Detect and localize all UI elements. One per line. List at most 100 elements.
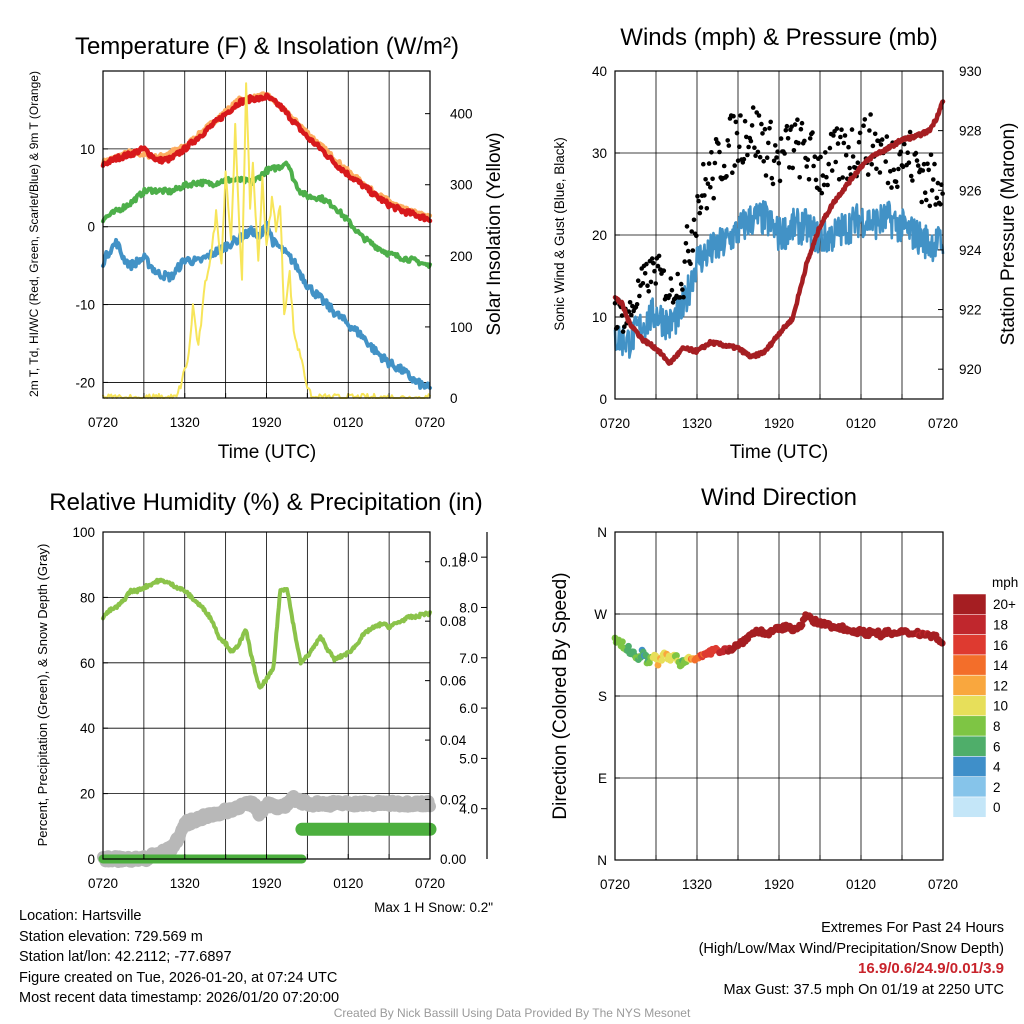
gust-point — [741, 156, 747, 162]
snow-depth-line — [97, 790, 436, 868]
gust-point — [872, 131, 878, 137]
y-tick-label: 10 — [592, 310, 607, 325]
gust-point — [934, 195, 940, 201]
gust-point — [865, 172, 871, 177]
gust-point — [734, 130, 740, 136]
y-tick-label: -10 — [75, 298, 95, 313]
gust-point — [840, 175, 845, 180]
station-location: Location: Hartsville — [19, 908, 142, 924]
gust-point — [908, 173, 914, 179]
gust-point — [905, 150, 910, 155]
y-tick-label: 40 — [80, 721, 95, 736]
gust-point — [900, 164, 906, 170]
x-tick-label: 1320 — [170, 415, 200, 430]
wind-direction-point — [625, 642, 632, 650]
temperature-x-label: Time (UTC) — [218, 442, 317, 463]
gust-point — [857, 130, 863, 136]
gust-point — [646, 289, 651, 294]
gust-point — [825, 182, 830, 188]
gust-point — [735, 158, 741, 163]
gust-point — [748, 138, 754, 144]
pressure-y-label: Station Pressure (Maroon) — [998, 123, 1019, 346]
gust-point — [777, 178, 783, 184]
gust-point — [655, 263, 661, 269]
wind-direction-panel-title: Wind Direction — [701, 484, 857, 511]
gust-point — [849, 127, 855, 132]
gust-point — [764, 155, 770, 160]
gust-point — [789, 124, 794, 129]
x-tick-label: 0120 — [846, 877, 876, 892]
gust-point — [870, 143, 876, 149]
gust-point — [745, 152, 750, 158]
gust-point — [756, 113, 762, 118]
insolation-y-ticks: 0 100 200 300 400 — [425, 107, 473, 406]
y-tick-label: 8.0 — [459, 600, 478, 615]
y-tick-label: 0 — [450, 391, 458, 406]
gust-point — [838, 134, 843, 140]
max-snow-note: Max 1 H Snow: 0.2" — [374, 900, 493, 915]
gust-point — [634, 302, 640, 307]
gust-point — [877, 170, 883, 175]
gust-point — [689, 229, 694, 234]
gust-point — [824, 174, 829, 180]
gust-point — [902, 141, 907, 147]
wind-direction-point — [938, 639, 946, 647]
temperature-grid — [103, 71, 430, 398]
temperature-y-ticks: -20 -10 0 10 — [75, 142, 108, 390]
gust-point — [913, 150, 919, 156]
hi-wc-line — [101, 220, 432, 390]
gust-point — [783, 128, 789, 133]
gust-point — [675, 271, 680, 277]
gust-point — [776, 161, 782, 166]
y-tick-label: W — [594, 607, 607, 622]
wind-direction-grid — [615, 532, 943, 860]
gust-point — [767, 126, 772, 131]
gust-point — [924, 197, 929, 203]
y-tick-label: 20 — [80, 787, 95, 802]
gust-point — [757, 154, 763, 160]
y-tick-label: 924 — [959, 243, 982, 258]
gust-point — [705, 181, 711, 186]
humidity-panel-title: Relative Humidity (%) & Precipitation (i… — [49, 489, 482, 516]
x-tick-label: 1920 — [764, 416, 794, 431]
y-tick-label: 0 — [599, 392, 607, 407]
temperature-panel-title: Temperature (F) & Insolation (W/m²) — [75, 33, 459, 60]
gust-point — [829, 168, 835, 173]
colorbar-swatch — [952, 674, 987, 696]
gust-point — [826, 161, 831, 167]
gust-point — [861, 123, 866, 128]
wind-speed-y-label: Sonic Wind & Gust (Blue, Black) — [552, 137, 567, 331]
gust-point — [895, 184, 900, 190]
x-tick-label: 0720 — [415, 876, 445, 891]
y-tick-label: 60 — [80, 656, 95, 671]
y-tick-label: 930 — [959, 64, 982, 79]
gust-point — [694, 233, 699, 239]
gust-point — [792, 122, 798, 127]
gust-point — [768, 119, 773, 125]
gust-point — [759, 121, 764, 127]
gust-point — [827, 145, 833, 151]
extremes-heading: Extremes For Past 24 Hours — [821, 920, 1004, 936]
gust-point — [640, 281, 646, 286]
gust-point — [907, 129, 913, 135]
gust-point — [771, 158, 777, 164]
humidity-y-label: Percent, Precipitation (Green), & Snow D… — [35, 544, 50, 847]
y-tick-label: 0.04 — [440, 733, 467, 748]
gust-point — [795, 117, 800, 122]
gust-point — [677, 295, 683, 300]
y-tick-label: 10 — [80, 142, 95, 157]
gust-point — [817, 187, 822, 192]
gust-point — [876, 138, 881, 144]
gust-point — [922, 190, 928, 195]
colorbar-swatch — [952, 756, 987, 777]
temperature-series — [100, 82, 433, 399]
y-tick-label: 30 — [592, 146, 607, 161]
gust-point — [732, 163, 737, 168]
gust-point — [896, 166, 901, 172]
y-tick-label: 6.0 — [459, 701, 478, 716]
gust-point — [724, 174, 729, 179]
gust-point — [773, 143, 778, 148]
gust-point — [889, 185, 894, 190]
gust-point — [804, 164, 809, 169]
